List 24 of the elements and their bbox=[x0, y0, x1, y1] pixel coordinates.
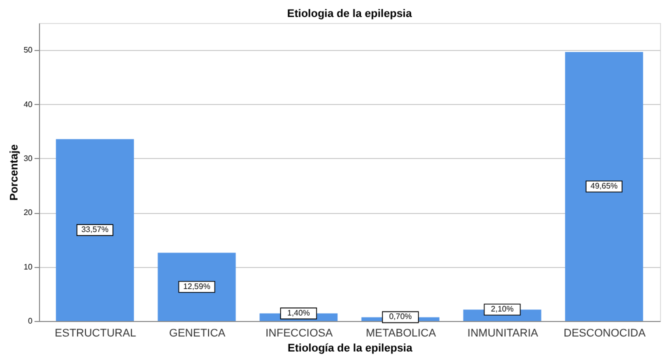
bar bbox=[56, 139, 134, 321]
bar bbox=[565, 52, 644, 321]
y-tick-label: 30 bbox=[24, 154, 34, 163]
x-tick-label: INFECCIOSA bbox=[265, 328, 334, 340]
x-tick-label: GENETICA bbox=[169, 328, 226, 340]
chart-title: Etiologia de la epilepsia bbox=[287, 8, 413, 20]
y-tick-label: 20 bbox=[24, 208, 34, 218]
data-label: 0,70% bbox=[389, 312, 412, 322]
y-tick-label: 50 bbox=[24, 46, 34, 55]
x-tick-label: DESCONOCIDA bbox=[564, 328, 646, 340]
bar bbox=[158, 252, 236, 321]
x-tick-label: INMUNITARIA bbox=[467, 328, 539, 340]
y-axis-title: Porcentaje bbox=[8, 144, 21, 201]
x-tick-label: ESTRUCTURAL bbox=[54, 328, 136, 340]
data-label: 1,40% bbox=[287, 308, 310, 318]
y-tick-label: 40 bbox=[24, 100, 34, 109]
x-axis-title: Etiología de la epilepsia bbox=[288, 342, 414, 354]
data-label: 49,65% bbox=[590, 181, 618, 190]
y-tick-label: 10 bbox=[24, 262, 34, 272]
data-label: 12,59% bbox=[183, 282, 210, 291]
y-tick-label: 0 bbox=[28, 316, 34, 326]
data-label: 2,10% bbox=[490, 304, 514, 314]
x-tick-label: METABOLICA bbox=[366, 328, 437, 340]
data-label: 33,57% bbox=[81, 225, 108, 234]
